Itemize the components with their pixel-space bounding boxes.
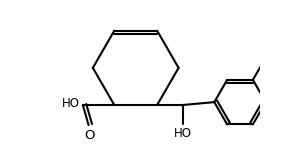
Text: HO: HO — [62, 97, 80, 110]
Text: HO: HO — [174, 127, 192, 140]
Text: O: O — [85, 129, 95, 142]
